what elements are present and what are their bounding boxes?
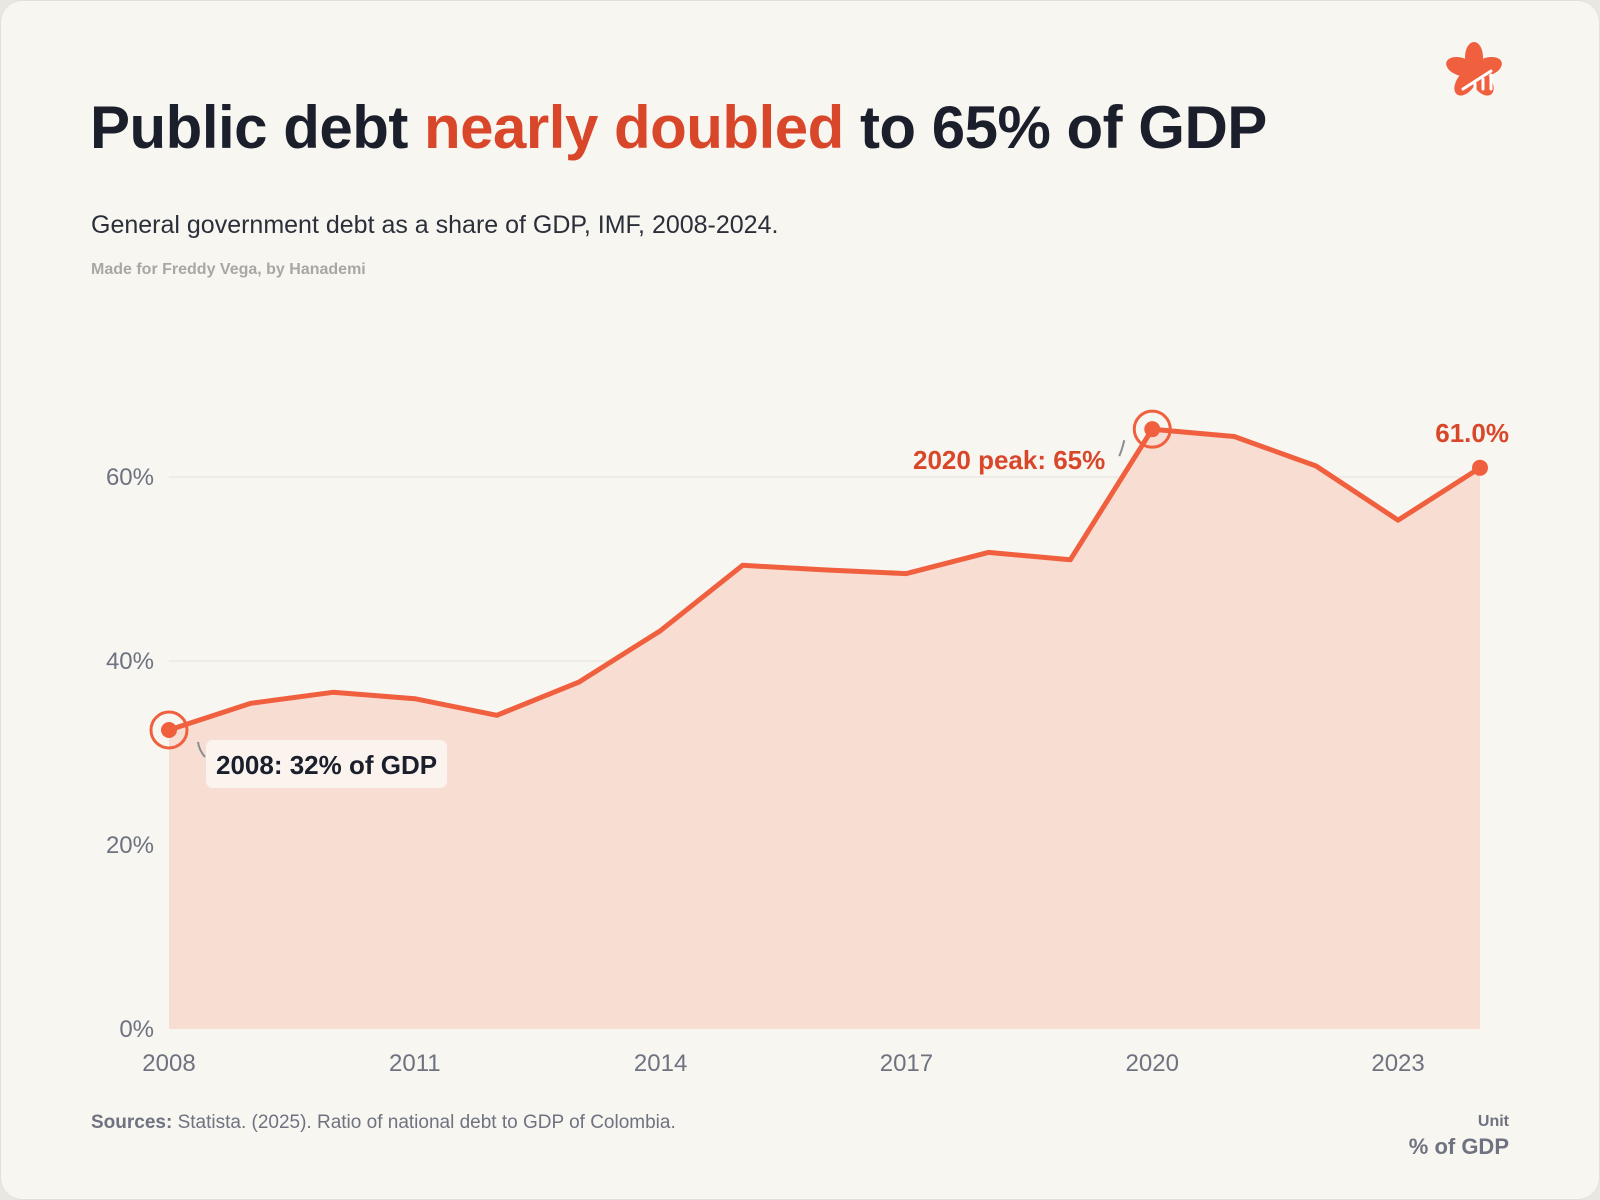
data-point-2013 bbox=[576, 679, 582, 685]
y-tick-label: 0% bbox=[119, 1016, 154, 1043]
data-point-2018 bbox=[985, 549, 991, 555]
peak-marker-ring bbox=[1132, 409, 1172, 449]
area-fill bbox=[169, 429, 1480, 1029]
start-label-bg bbox=[206, 740, 447, 788]
sources-note: Sources: Statista. (2025). Ratio of nati… bbox=[91, 1112, 676, 1134]
data-point-2019 bbox=[1067, 557, 1073, 563]
peak-marker-dot bbox=[1144, 421, 1161, 438]
peak-annotation-label: 2020 peak: 65% bbox=[913, 445, 1105, 475]
unit-value: % of GDP bbox=[1408, 1134, 1509, 1159]
title-highlight: nearly doubled bbox=[424, 94, 844, 161]
data-point-2014 bbox=[658, 628, 664, 634]
y-tick-label: 20% bbox=[106, 832, 154, 859]
data-point-2022 bbox=[1313, 463, 1319, 469]
chart-title: Public debt nearly doubled to 65% of GDP bbox=[90, 93, 1267, 162]
title-part-1: Public debt bbox=[90, 94, 425, 161]
data-point-2012 bbox=[494, 712, 500, 718]
data-point-2010 bbox=[330, 689, 336, 695]
data-point-2011 bbox=[412, 696, 418, 702]
chart-credit: Made for Freddy Vega, by Hanademi bbox=[91, 261, 366, 278]
unit-label: Unit bbox=[1477, 1113, 1509, 1130]
x-tick-label: 2020 bbox=[1126, 1050, 1179, 1077]
data-point-2017 bbox=[903, 571, 909, 577]
start-leader-line bbox=[197, 741, 206, 758]
series-line bbox=[166, 426, 1483, 733]
x-tick-label: 2008 bbox=[142, 1050, 195, 1077]
data-point-2023 bbox=[1395, 517, 1401, 523]
y-tick-label: 60% bbox=[106, 464, 154, 491]
data-point-2015 bbox=[740, 562, 746, 568]
sources-text: Statista. (2025). Ratio of national debt… bbox=[172, 1112, 676, 1133]
data-point-2009 bbox=[248, 700, 254, 706]
start-annotation-label: 2008: 32% of GDP bbox=[216, 750, 437, 780]
x-tick-label: 2023 bbox=[1371, 1050, 1424, 1077]
x-tick-label: 2011 bbox=[389, 1050, 441, 1077]
peak-leader-line bbox=[1118, 439, 1126, 457]
chart-subtitle: General government debt as a share of GD… bbox=[91, 211, 779, 239]
sources-label: Sources: bbox=[91, 1112, 173, 1133]
y-tick-label: 40% bbox=[106, 648, 154, 675]
title-part-2: to 65% of GDP bbox=[843, 94, 1267, 161]
data-point-2016 bbox=[822, 567, 828, 573]
x-tick-label: 2014 bbox=[634, 1050, 687, 1077]
x-tick-label: 2017 bbox=[880, 1050, 933, 1077]
data-point-2021 bbox=[1231, 434, 1237, 440]
last-value-label: 61.0% bbox=[1435, 418, 1509, 448]
start-marker-ring bbox=[149, 710, 189, 750]
start-marker-dot bbox=[161, 722, 177, 738]
flower-chart-logo-icon bbox=[1446, 42, 1502, 96]
last-marker-dot bbox=[1472, 459, 1488, 476]
